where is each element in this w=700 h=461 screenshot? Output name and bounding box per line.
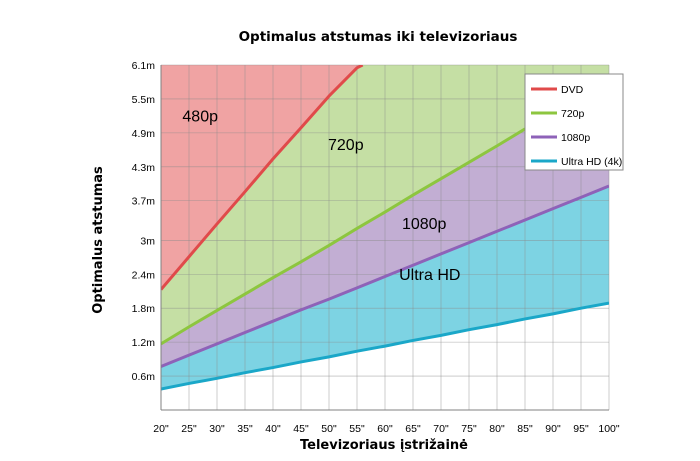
y-tick-label: 1.8m (132, 303, 156, 315)
y-tick-label: 3.7m (132, 196, 156, 208)
region-label: 480p (182, 109, 218, 126)
x-tick-label: 45" (293, 423, 309, 435)
region-label: Ultra HD (399, 267, 460, 284)
y-tick-label: 4.9m (132, 128, 156, 140)
region-label: 1080p (402, 216, 447, 233)
x-tick-label: 85" (517, 423, 533, 435)
legend: DVD 720p 1080p Ultra HD (4k) (524, 73, 624, 171)
chart-grid (160, 64, 610, 410)
series-line (161, 65, 364, 291)
legend-label: 720p (561, 108, 585, 120)
chart-axes: 20" 25" 30" 35" 40" 45" 50" 55" 60" 65" 70" 75" 80" 8… (132, 60, 620, 435)
chart-lines (161, 65, 609, 391)
x-tick-label: 70" (433, 423, 449, 435)
region-labels: 480p 720p 1080p Ultra HD (182, 109, 460, 284)
x-tick-label: 65" (405, 423, 421, 435)
x-tick-label: 50" (321, 423, 337, 435)
y-tick-label: 0.6m (132, 371, 156, 383)
x-tick-label: 55" (349, 423, 365, 435)
y-tick-label: 1.2m (132, 337, 156, 349)
x-tick-label: 40" (265, 423, 281, 435)
x-tick-label: 60" (377, 423, 393, 435)
x-tick-label: 25" (181, 423, 197, 435)
x-tick-label: 20" (153, 423, 169, 435)
region-label: 720p (328, 137, 364, 154)
chart-title: Optimalus atstumas iki televizoriaus (239, 29, 518, 45)
y-tick-label: 2.4m (132, 269, 156, 281)
x-tick-label: 35" (237, 423, 253, 435)
x-tick-label: 95" (573, 423, 589, 435)
legend-label: 1080p (561, 132, 590, 144)
y-axis-label: Optimalus atstumas (91, 166, 106, 314)
x-tick-label: 75" (461, 423, 477, 435)
legend-label: Ultra HD (4k) (561, 156, 622, 168)
y-tick-label: 6.1m (132, 60, 156, 72)
x-tick-label: 80" (489, 423, 505, 435)
x-tick-label: 30" (209, 423, 225, 435)
x-tick-label: 100" (598, 423, 620, 435)
legend-label: DVD (561, 84, 584, 96)
y-tick-label: 5.5m (132, 94, 156, 106)
x-axis-label: Televizoriaus įstrižainė (300, 438, 468, 453)
y-tick-label: 4.3m (132, 162, 156, 174)
series-line (161, 127, 526, 346)
y-tick-label: 3m (140, 235, 155, 247)
series-line (161, 301, 609, 391)
x-tick-label: 90" (545, 423, 561, 435)
series-line (161, 184, 609, 368)
